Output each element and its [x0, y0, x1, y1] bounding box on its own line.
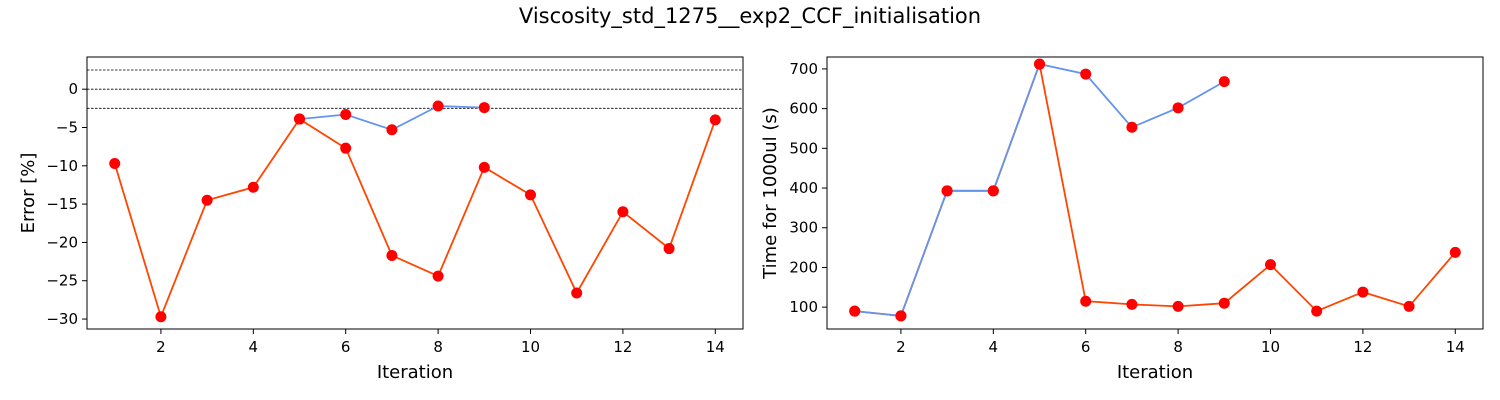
y-tick-label: −10	[46, 157, 78, 175]
figure-title: Viscosity_std_1275__exp2_CCF_initialisat…	[518, 4, 982, 28]
x-axis-label: Iteration	[1117, 362, 1193, 383]
subplot-1: 2 4 6 8 10 12 14 −30 −25 −20 −15 −10 −5 0 Iteration Err…	[18, 56, 744, 383]
y-tick-label: −15	[46, 195, 78, 213]
y-tick-label: 0	[68, 80, 78, 98]
data-point-blue	[1218, 76, 1230, 88]
data-point-blue	[386, 124, 398, 136]
data-point-orange	[1218, 297, 1230, 309]
y-tick-label: 700	[789, 60, 818, 78]
x-tick-label: 14	[1446, 338, 1465, 356]
data-point-blue	[1126, 121, 1138, 133]
data-point-orange	[1357, 286, 1369, 298]
y-tick-label: 100	[789, 298, 818, 316]
data-point-blue	[478, 102, 490, 114]
x-tick-label: 8	[433, 338, 443, 356]
data-point-blue	[432, 100, 444, 112]
x-tick-label: 8	[1173, 338, 1183, 356]
data-point-orange	[524, 189, 536, 201]
x-tick-label: 6	[341, 338, 351, 356]
y-axis-label: Error [%]	[18, 153, 39, 234]
x-axis-label: Iteration	[377, 362, 453, 383]
series-line-blue	[854, 63, 1225, 317]
data-point-orange	[1172, 300, 1184, 312]
data-point-orange	[1311, 305, 1323, 317]
x-tick-label: 14	[706, 338, 725, 356]
data-point-blue	[1080, 68, 1092, 80]
x-tick-label: 12	[613, 338, 632, 356]
y-tick-label: 300	[789, 219, 818, 237]
data-point-orange	[1403, 300, 1415, 312]
plot-frame	[86, 56, 744, 330]
data-point-blue	[340, 108, 352, 120]
data-point-orange	[1126, 298, 1138, 310]
data-point-orange	[386, 249, 398, 261]
y-tick-label: 500	[789, 139, 818, 157]
y-tick-label: 600	[789, 100, 818, 118]
data-point-orange	[478, 161, 490, 173]
x-tick-label: 4	[249, 338, 259, 356]
x-tick-label: 4	[989, 338, 999, 356]
y-tick-label: −25	[46, 272, 78, 290]
data-point-blue	[895, 310, 907, 322]
plot-frame	[826, 56, 1484, 330]
data-point-orange	[155, 311, 167, 323]
y-tick-label: −20	[46, 233, 78, 251]
data-point-orange	[247, 181, 259, 193]
subplot-2: 2 4 6 8 10 12 14 100 200 300 400 500 600 700 Iteration…	[760, 56, 1484, 383]
data-point-orange	[1080, 295, 1092, 307]
data-point-blue	[941, 185, 953, 197]
x-tick-label: 10	[1261, 338, 1280, 356]
x-tick-label: 6	[1081, 338, 1091, 356]
data-point-blue	[849, 305, 861, 317]
y-tick-label: 200	[789, 258, 818, 276]
data-point-orange	[340, 142, 352, 154]
y-axis-label: Time for 1000ul (s)	[760, 107, 781, 280]
data-point-blue	[987, 185, 999, 197]
x-tick-label: 2	[896, 338, 906, 356]
y-tick-label: −30	[46, 310, 78, 328]
x-tick-label: 2	[156, 338, 166, 356]
data-point-blue	[294, 113, 306, 125]
x-tick-label: 12	[1353, 338, 1372, 356]
data-point-orange	[1264, 259, 1276, 271]
data-point-blue	[1172, 102, 1184, 114]
x-tick-label: 10	[521, 338, 540, 356]
data-point-orange	[663, 243, 675, 255]
data-point-orange	[432, 270, 444, 282]
data-point-orange	[1449, 246, 1461, 258]
data-point-orange	[617, 206, 629, 218]
data-point-orange	[109, 158, 121, 170]
series-line-orange	[113, 117, 717, 320]
data-point-orange	[571, 287, 583, 299]
data-point-orange	[709, 114, 721, 126]
y-tick-label: 400	[789, 179, 818, 197]
data-point-orange	[201, 194, 213, 206]
y-tick-label: −5	[56, 118, 78, 136]
data-point-blue	[1034, 58, 1046, 70]
